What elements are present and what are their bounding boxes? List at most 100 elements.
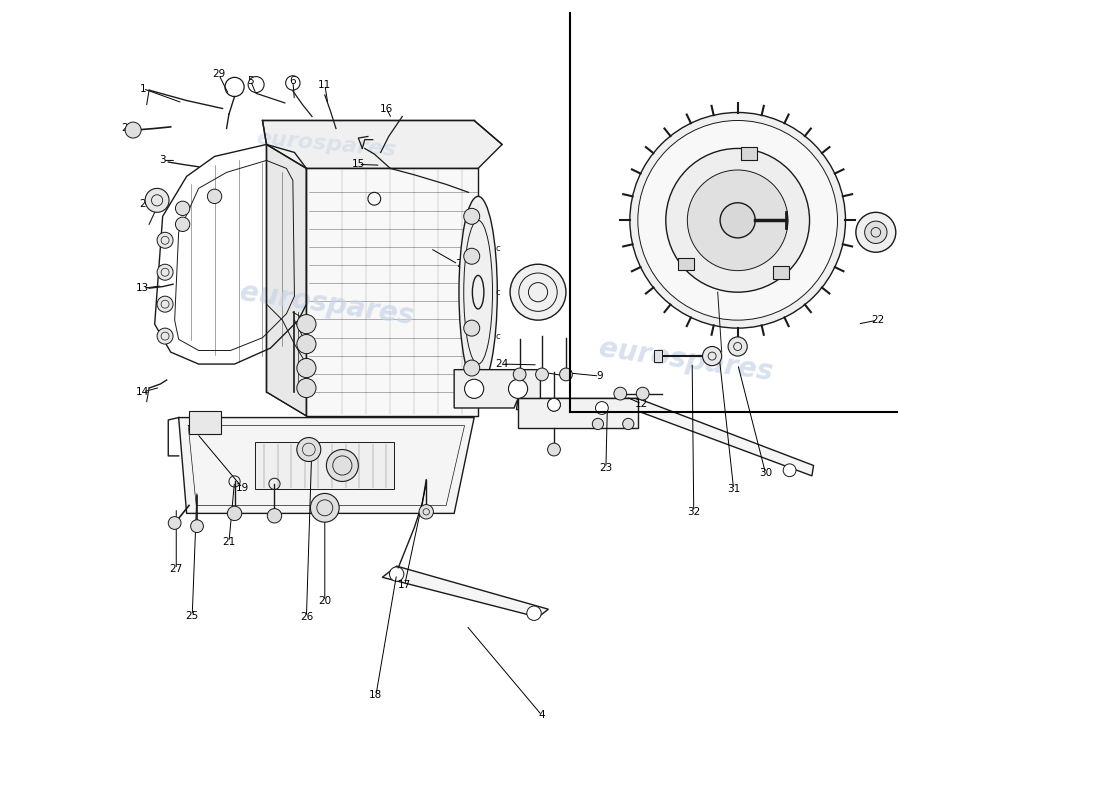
Text: 15: 15 (352, 159, 365, 170)
Circle shape (548, 443, 560, 456)
Polygon shape (266, 145, 307, 416)
Circle shape (389, 567, 404, 582)
Circle shape (636, 387, 649, 400)
Ellipse shape (638, 121, 837, 320)
Text: 26: 26 (300, 612, 313, 622)
Text: 24: 24 (495, 359, 508, 369)
Circle shape (508, 379, 528, 398)
Circle shape (267, 509, 282, 523)
Polygon shape (383, 566, 549, 618)
Ellipse shape (720, 202, 756, 238)
Text: 25: 25 (186, 610, 199, 621)
Circle shape (157, 264, 173, 280)
Circle shape (208, 189, 222, 203)
Text: eurospares: eurospares (679, 224, 821, 256)
Circle shape (865, 221, 887, 243)
Ellipse shape (688, 170, 788, 270)
Circle shape (595, 402, 608, 414)
Text: 3: 3 (160, 155, 166, 166)
Circle shape (464, 360, 480, 376)
Circle shape (856, 212, 895, 252)
Circle shape (297, 378, 316, 398)
Circle shape (297, 334, 316, 354)
Circle shape (168, 517, 182, 530)
Circle shape (297, 358, 316, 378)
Circle shape (592, 418, 604, 430)
Text: 27: 27 (169, 564, 183, 574)
Text: 31: 31 (727, 485, 740, 494)
Bar (189, 411, 221, 434)
Text: 13: 13 (136, 283, 150, 293)
Text: 28: 28 (122, 123, 135, 134)
Circle shape (190, 520, 204, 533)
Text: 22: 22 (871, 315, 884, 325)
Circle shape (157, 328, 173, 344)
Text: 21: 21 (222, 537, 235, 547)
Text: c: c (496, 244, 500, 253)
Circle shape (548, 398, 560, 411)
Circle shape (536, 368, 549, 381)
Circle shape (310, 494, 339, 522)
Text: 1: 1 (140, 83, 146, 94)
Circle shape (297, 438, 321, 462)
Text: 10: 10 (532, 371, 546, 381)
Text: 9: 9 (596, 371, 603, 381)
Circle shape (228, 506, 242, 521)
Circle shape (728, 337, 747, 356)
Text: 2: 2 (140, 199, 146, 210)
Circle shape (514, 368, 526, 381)
Text: c: c (496, 288, 500, 297)
Circle shape (297, 314, 316, 334)
Circle shape (783, 464, 796, 477)
Circle shape (145, 188, 169, 212)
Circle shape (176, 201, 190, 215)
Ellipse shape (459, 196, 497, 388)
Circle shape (327, 450, 359, 482)
Polygon shape (518, 398, 638, 428)
Circle shape (419, 505, 433, 519)
Text: 23: 23 (600, 463, 613, 473)
Circle shape (125, 122, 141, 138)
Bar (773, 266, 790, 278)
Text: 17: 17 (398, 580, 411, 590)
Text: 6: 6 (289, 75, 296, 86)
Circle shape (510, 264, 566, 320)
Text: eurospares: eurospares (255, 128, 397, 161)
Text: 14: 14 (136, 387, 150, 397)
Text: 19: 19 (235, 483, 250, 493)
Polygon shape (263, 121, 502, 169)
Text: c: c (496, 332, 500, 341)
Circle shape (464, 208, 480, 224)
Polygon shape (307, 169, 478, 416)
Ellipse shape (630, 113, 846, 328)
Circle shape (614, 387, 627, 400)
Text: 4: 4 (539, 710, 546, 721)
Polygon shape (454, 370, 540, 408)
Bar (678, 258, 694, 270)
Bar (653, 350, 662, 362)
Circle shape (157, 232, 173, 248)
Circle shape (560, 368, 572, 381)
Polygon shape (517, 398, 814, 476)
Circle shape (464, 248, 480, 264)
Bar (254, 442, 394, 490)
Polygon shape (178, 418, 474, 514)
Text: 29: 29 (212, 69, 226, 79)
Text: 12: 12 (635, 399, 649, 409)
Text: 11: 11 (318, 79, 331, 90)
Ellipse shape (666, 149, 810, 292)
Text: eurospares: eurospares (238, 278, 415, 330)
Circle shape (548, 398, 560, 411)
Circle shape (464, 320, 480, 336)
Text: eurospares: eurospares (597, 334, 774, 386)
Circle shape (703, 346, 722, 366)
Text: 7: 7 (454, 259, 462, 270)
Circle shape (176, 217, 190, 231)
Circle shape (527, 606, 541, 621)
Circle shape (157, 296, 173, 312)
Text: 8: 8 (563, 371, 570, 381)
Text: 16: 16 (379, 103, 393, 114)
Text: 32: 32 (688, 507, 701, 517)
Text: 30: 30 (759, 469, 772, 478)
Text: 5: 5 (248, 75, 254, 86)
